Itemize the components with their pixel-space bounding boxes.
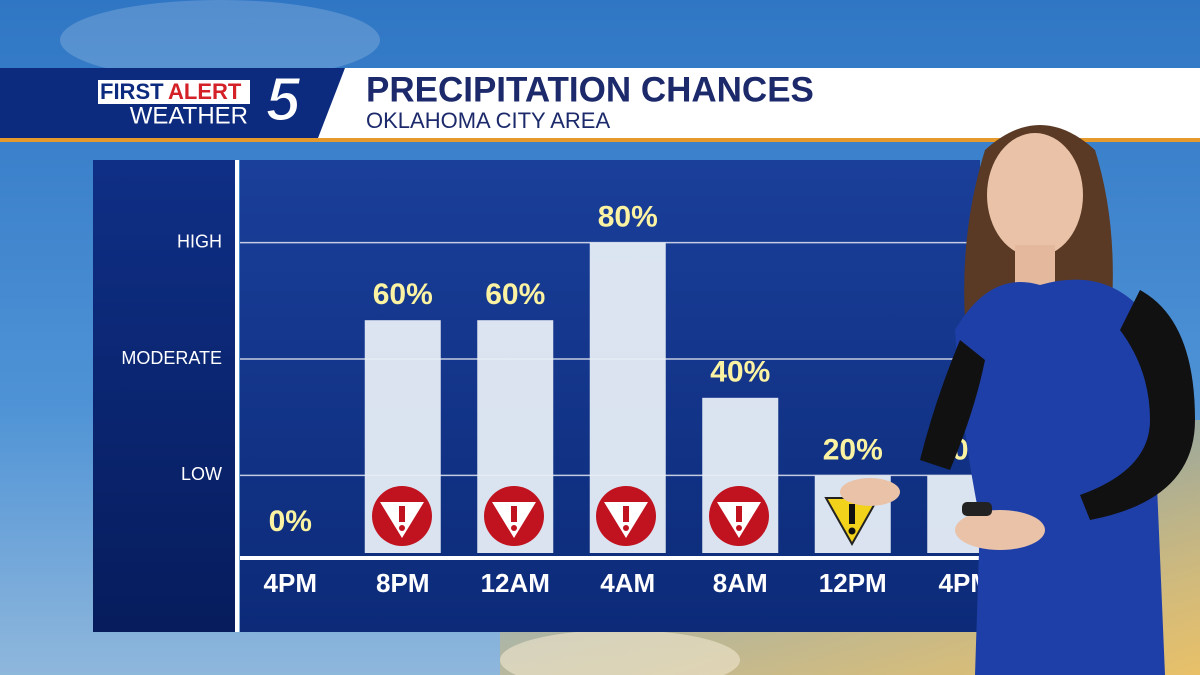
presenter [840,125,1195,675]
x-tick-label: 8PM [376,568,429,598]
x-tick-label: 4AM [600,568,655,598]
alert-icon [709,486,769,546]
logo-text: ALERT [168,79,242,104]
icons [372,486,880,547]
x-tick-label: 12PM [819,568,887,598]
x-tick-label: 8AM [713,568,768,598]
alert-icon [372,486,432,546]
y-tick-label: LOW [181,464,222,484]
logo-text: FIRST [100,79,164,104]
value-label: 80% [598,201,658,234]
value-label: 60% [485,278,545,311]
axis-line [235,160,239,632]
value-label: 40% [710,356,770,389]
header-rule [0,138,1200,142]
x-tick-label: 12AM [481,568,550,598]
logo-text: WEATHER [130,102,248,129]
baseline [240,556,980,560]
y-tick-label: MODERATE [121,348,222,368]
cloud [500,630,740,675]
y-tick-label: HIGH [177,231,222,251]
value-label: 20% [823,433,883,466]
label-panel [93,160,237,632]
cloud [60,0,380,80]
chart-title: PRECIPITATION CHANCES [366,70,814,109]
logo-number: 5 [266,65,302,134]
value-label: 60% [373,278,433,311]
header-bar [305,68,1200,138]
alert-icon [596,486,656,546]
logo-box [98,80,250,104]
value-label: 0% [269,505,312,538]
chart-subtitle: OKLAHOMA CITY AREA [366,108,610,133]
alert-icon [484,486,544,546]
x-tick-label: 4PM [264,568,317,598]
